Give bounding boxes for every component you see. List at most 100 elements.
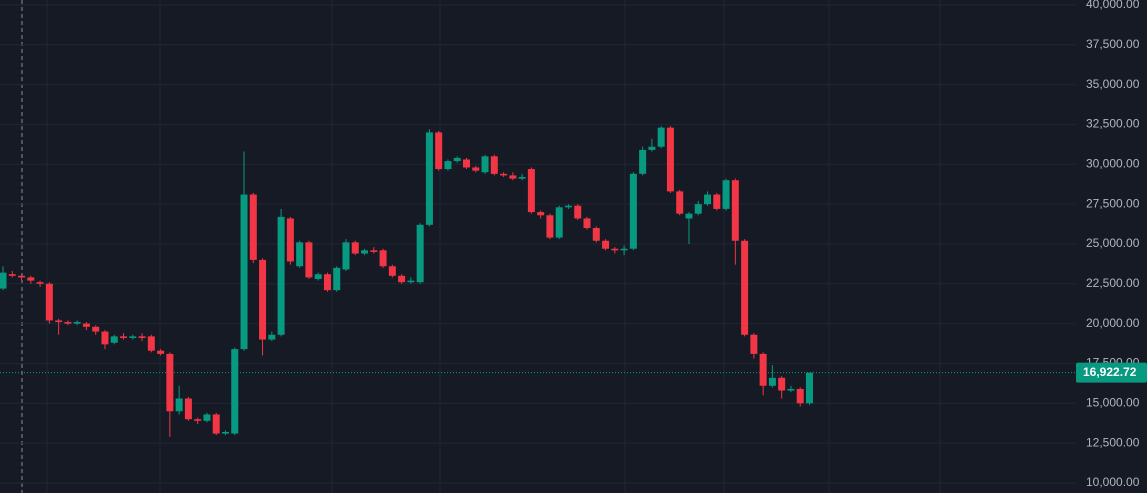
candle-body <box>64 322 72 324</box>
grid <box>0 4 1075 484</box>
y-tick-label: 35,000.00 <box>1086 77 1140 91</box>
candle-body <box>184 398 192 420</box>
candle-body <box>36 282 44 284</box>
candle-body <box>481 156 489 173</box>
candle-body <box>370 250 378 252</box>
candle-body <box>731 180 739 241</box>
candle-body <box>583 218 591 229</box>
candle-body <box>500 173 508 176</box>
candle-body <box>518 177 526 179</box>
candle-body <box>203 414 211 421</box>
candle-body <box>212 414 220 434</box>
candle-body <box>768 377 776 386</box>
vertical-grid <box>46 0 941 493</box>
candle-body <box>157 350 165 354</box>
candle-body <box>694 204 702 214</box>
candle-body <box>435 132 443 170</box>
candle-body <box>73 322 81 324</box>
candle-body <box>55 320 63 323</box>
y-tick-label: 15,000.00 <box>1086 395 1140 409</box>
candle-body <box>92 326 100 332</box>
candle-body <box>175 398 183 412</box>
candle-body <box>361 250 369 254</box>
candle-body <box>657 127 665 147</box>
candle-body <box>147 336 155 351</box>
candle-body <box>555 207 563 238</box>
candle-body <box>796 388 804 404</box>
y-tick-label: 32,500.00 <box>1086 117 1140 131</box>
candle-body <box>778 377 786 391</box>
y-tick-label: 37,500.00 <box>1086 37 1140 51</box>
candles <box>0 126 813 437</box>
candle-body <box>416 224 424 283</box>
candle-body <box>509 175 517 179</box>
candle-body <box>240 194 248 350</box>
candle-body <box>166 353 174 412</box>
candle-body <box>342 242 350 270</box>
candle-body <box>120 336 128 338</box>
y-tick-label: 10,000.00 <box>1086 475 1140 489</box>
candle-body <box>750 334 758 354</box>
candle-body <box>453 157 461 162</box>
candle-body <box>759 353 767 386</box>
candle-body <box>296 242 304 267</box>
candle-body <box>527 169 535 213</box>
candle-body <box>639 149 647 174</box>
candle-body <box>110 336 118 343</box>
candle-body <box>407 280 415 283</box>
candle-body <box>546 215 554 238</box>
candle-body <box>231 349 239 434</box>
y-tick-label: 27,500.00 <box>1086 196 1140 210</box>
y-tick-label: 22,500.00 <box>1086 276 1140 290</box>
candle-body <box>620 248 628 251</box>
candle-body <box>787 388 795 391</box>
candle-body <box>722 180 730 209</box>
candle-body <box>648 146 656 150</box>
candle-body <box>463 159 470 168</box>
candle-body <box>351 242 359 254</box>
candle-body <box>425 132 433 225</box>
candle-body <box>45 283 53 321</box>
y-tick-label: 25,000.00 <box>1086 236 1140 250</box>
candle-body <box>8 274 16 276</box>
candle-body <box>537 212 545 216</box>
candle-body <box>18 275 26 278</box>
candle-body <box>82 323 90 327</box>
candle-body <box>138 336 146 338</box>
candle-body <box>101 331 109 345</box>
last-price-label: 16,922.72 <box>1083 365 1137 379</box>
candle-body <box>592 228 600 241</box>
candle-body <box>388 266 396 276</box>
candle-body <box>249 194 257 260</box>
candle-body <box>611 248 619 251</box>
candle-body <box>27 277 35 281</box>
candle-body <box>629 173 637 249</box>
y-tick-label: 30,000.00 <box>1086 156 1140 170</box>
candle-body <box>741 240 749 335</box>
y-tick-label: 12,500.00 <box>1086 435 1140 449</box>
candle-body <box>704 194 712 205</box>
candle-body <box>323 274 331 291</box>
candle-body <box>277 216 285 335</box>
candle-body <box>221 431 229 434</box>
candle-body <box>129 336 137 338</box>
candle-body <box>805 372 813 404</box>
candle-body <box>666 127 674 192</box>
candle-body <box>333 267 341 291</box>
candle-body <box>685 213 693 219</box>
y-tick-label: 40,000.00 <box>1086 0 1140 11</box>
y-tick-label: 20,000.00 <box>1086 316 1140 330</box>
candle-body <box>268 334 276 340</box>
candle-body <box>398 275 406 283</box>
price-axis: 10,000.0012,500.0015,000.0017,500.0020,0… <box>1076 0 1147 489</box>
candle-body <box>490 156 498 174</box>
candle-body <box>305 242 313 278</box>
candle-body <box>444 161 452 170</box>
candle-body <box>379 250 387 267</box>
last-price-box <box>1076 362 1147 383</box>
candle-body <box>602 240 610 249</box>
candle-body <box>286 218 294 262</box>
